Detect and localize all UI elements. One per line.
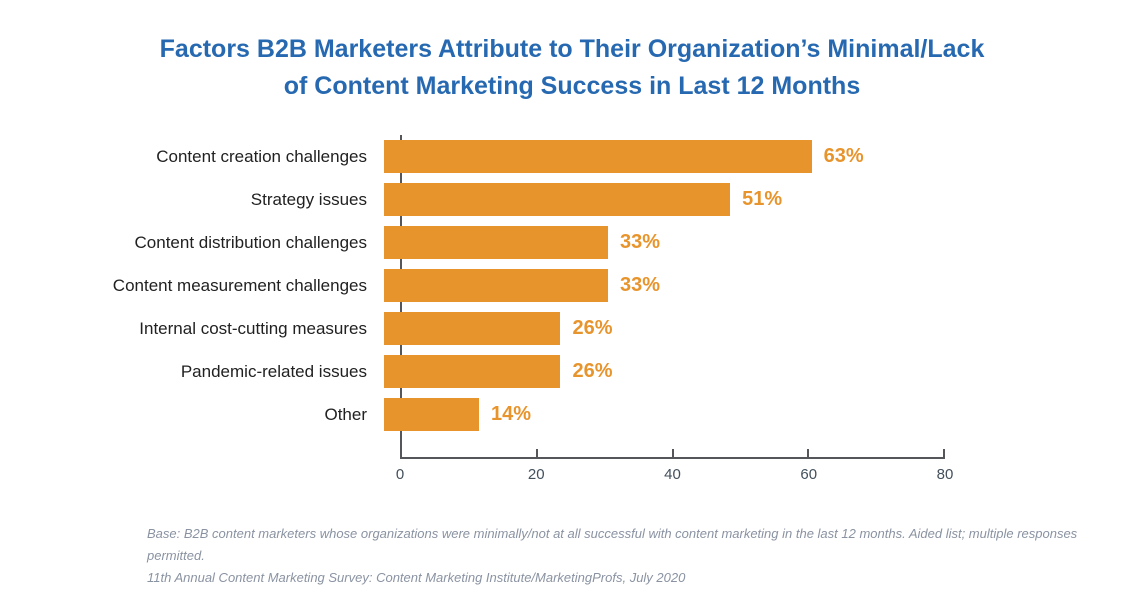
bar-track: 26%: [384, 355, 927, 388]
bar-row: Content distribution challenges 33%: [30, 226, 945, 259]
x-axis-tick-label: 20: [527, 466, 545, 483]
category-label: Content creation challenges: [156, 146, 367, 166]
bar: [384, 269, 608, 302]
value-label: 33%: [619, 274, 661, 296]
bar-row: Content measurement challenges 33%: [30, 269, 945, 302]
x-axis-tick-label: 80: [936, 466, 954, 483]
value-label: 26%: [572, 317, 613, 339]
page-title-line-2: of Content Marketing Success in Last 12 …: [283, 72, 861, 100]
x-axis-tick: [671, 449, 674, 457]
source-note-line-1: Base: B2B content marketers whose organi…: [147, 526, 1078, 563]
x-axis-tick-label: 40: [664, 466, 681, 483]
source-note-line-2: 11th Annual Content Marketing Survey: Co…: [147, 570, 686, 585]
bar: [384, 398, 480, 431]
category-label: Strategy issues: [250, 189, 367, 209]
page-title-line-1: Factors B2B Marketers Attribute to Their…: [159, 35, 985, 63]
bar-row: Other 14%: [30, 398, 945, 431]
bar-row: Content creation challenges 63%: [30, 140, 945, 173]
bar-row: Strategy issues 51%: [30, 183, 945, 216]
bar-track: 14%: [384, 398, 927, 431]
bar-row: Internal cost-cutting measures 26%: [30, 312, 945, 345]
bar: [384, 355, 561, 388]
x-axis-tick: [807, 449, 810, 457]
bar-track: 33%: [384, 226, 927, 259]
x-axis-tick: [943, 449, 945, 457]
value-label: 63%: [823, 145, 864, 167]
x-axis-tick-labels: 0 20 40 60 80: [396, 466, 954, 486]
x-axis-tick-label: 60: [800, 466, 818, 483]
source-note: Base: B2B content marketers whose organi…: [147, 523, 1137, 589]
x-axis-tick-label: 0: [395, 466, 405, 483]
bar-track: 26%: [384, 312, 927, 345]
category-label: Content distribution challenges: [134, 232, 367, 252]
value-label: 33%: [619, 231, 661, 253]
value-label: 14%: [491, 403, 532, 425]
bar-rows: Content creation challenges 63% Strategy i…: [30, 140, 945, 441]
category-label: Pandemic-related issues: [180, 361, 367, 381]
x-axis-tick: [535, 449, 538, 457]
bar: [384, 226, 608, 259]
page-title: Factors B2B Marketers Attribute to Their…: [0, 31, 1144, 105]
bar-row: Pandemic-related issues 26%: [30, 355, 945, 388]
bar: [384, 183, 731, 216]
bar-track: 63%: [384, 140, 927, 173]
value-label: 51%: [742, 188, 783, 210]
category-label: Internal cost-cutting measures: [139, 318, 367, 338]
category-label: Content measurement challenges: [112, 275, 367, 295]
bar: [384, 140, 812, 173]
bar-track: 33%: [384, 269, 927, 302]
bar: [384, 312, 561, 345]
bar-track: 51%: [384, 183, 927, 216]
category-label: Other: [324, 404, 367, 424]
value-label: 26%: [572, 360, 613, 382]
